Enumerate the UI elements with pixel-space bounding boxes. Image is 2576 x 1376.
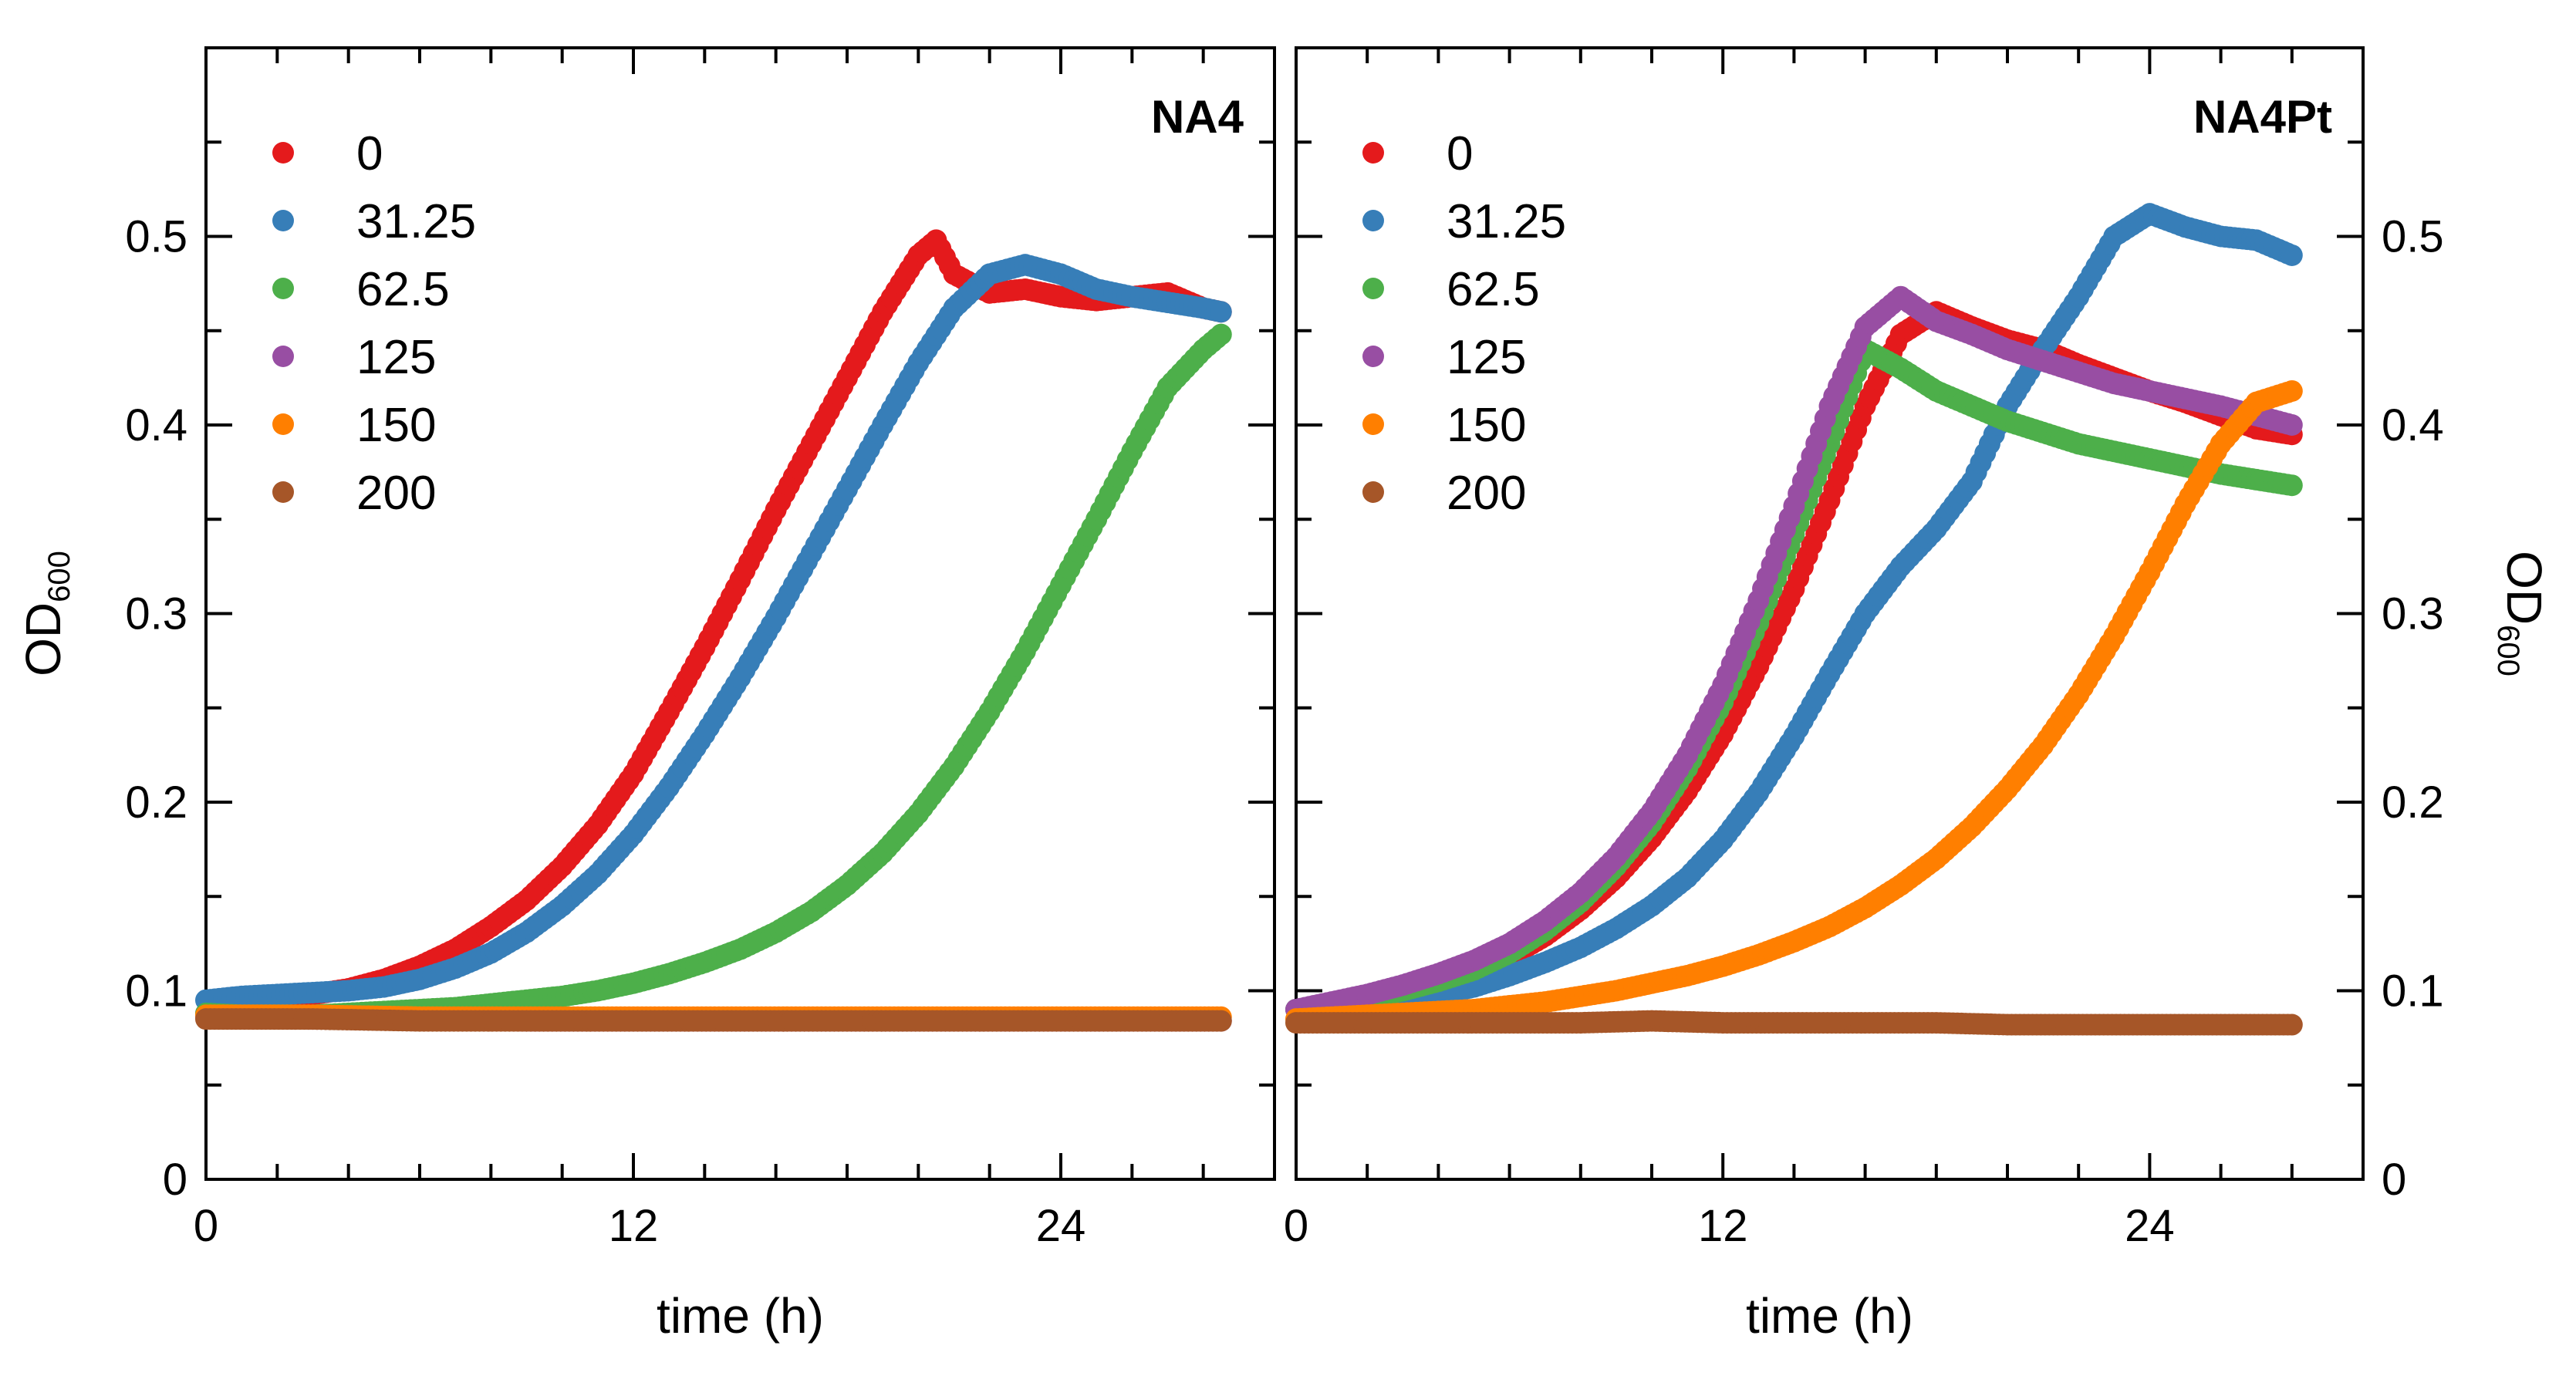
legend-marker bbox=[1362, 481, 1384, 503]
legend-marker bbox=[1362, 142, 1384, 164]
y-axis-label: OD600 bbox=[2491, 551, 2552, 676]
y-tick-label: 0.3 bbox=[2382, 589, 2444, 639]
data-points bbox=[1285, 203, 2303, 1036]
x-tick-label: 0 bbox=[1284, 1201, 1308, 1251]
legend-marker bbox=[272, 278, 294, 299]
x-axis-label: time (h) bbox=[1746, 1288, 1913, 1344]
x-axis-label: time (h) bbox=[657, 1288, 824, 1344]
series-31.25 bbox=[195, 254, 1232, 1011]
legend-label: 150 bbox=[356, 399, 436, 452]
y-tick-label: 0.5 bbox=[2382, 212, 2444, 262]
y-tick-label: 0.5 bbox=[125, 212, 187, 262]
legend-marker bbox=[1362, 413, 1384, 435]
y-tick-label: 0.4 bbox=[125, 400, 187, 450]
series-0 bbox=[1285, 301, 2303, 1020]
x-tick-label: 12 bbox=[1698, 1201, 1748, 1251]
legend-marker bbox=[1362, 278, 1384, 299]
data-points bbox=[195, 229, 1232, 1032]
legend-label: 62.5 bbox=[1447, 263, 1540, 316]
series-62.5 bbox=[195, 323, 1232, 1027]
data-point bbox=[1210, 301, 1232, 323]
y-tick-label: 0.2 bbox=[2382, 777, 2444, 828]
series-200 bbox=[195, 1008, 1232, 1032]
x-tick-label: 24 bbox=[2125, 1201, 2175, 1251]
legend-marker bbox=[1362, 346, 1384, 367]
legend-label: 0 bbox=[1447, 127, 1473, 180]
legend-label: 200 bbox=[1447, 467, 1526, 520]
y-tick-label: 0.1 bbox=[2382, 966, 2444, 1017]
y-tick-label: 0 bbox=[2382, 1155, 2406, 1205]
legend-label: 62.5 bbox=[356, 263, 450, 316]
series-62.5 bbox=[1285, 339, 2303, 1020]
legend-label: 150 bbox=[1447, 399, 1526, 452]
data-point bbox=[2281, 474, 2303, 497]
x-tick-label: 0 bbox=[194, 1201, 218, 1251]
legend: 0 31.25 62.5 125 150 200 bbox=[272, 127, 476, 520]
legend: 0 31.25 62.5 125 150 200 bbox=[1362, 127, 1566, 520]
data-point bbox=[2281, 244, 2303, 266]
panel-na4pt: 0 12 24 0 0.1 0.2 0.3 0.4 0.5 time (h) OD600 NA4Pt 0… bbox=[1284, 46, 2552, 1344]
y-axis-label-main: OD bbox=[2497, 551, 2552, 625]
legend-marker bbox=[272, 142, 294, 164]
data-point bbox=[2281, 414, 2303, 436]
y-axis-label-subscript: 600 bbox=[42, 551, 76, 602]
legend-label: 0 bbox=[356, 127, 383, 180]
series-200 bbox=[1285, 1010, 2303, 1036]
data-point bbox=[1210, 323, 1232, 346]
panel-title: NA4 bbox=[1151, 91, 1244, 143]
series-31.25 bbox=[1285, 203, 2303, 1020]
y-axis-label-main: OD bbox=[15, 602, 71, 676]
legend-label: 125 bbox=[1447, 331, 1526, 384]
y-axis-label-subscript: 600 bbox=[2491, 625, 2525, 676]
y-tick-label: 0 bbox=[163, 1155, 187, 1205]
legend-label: 200 bbox=[356, 467, 436, 520]
data-point bbox=[1210, 1010, 1232, 1032]
y-tick-label: 0.3 bbox=[125, 589, 187, 639]
y-tick-label: 0.2 bbox=[125, 777, 187, 828]
data-point bbox=[2281, 379, 2303, 402]
series-125 bbox=[1285, 285, 2303, 1020]
legend-marker bbox=[1362, 210, 1384, 231]
y-tick-label: 0.4 bbox=[2382, 400, 2444, 450]
legend-marker bbox=[272, 210, 294, 231]
x-tick-label: 24 bbox=[1036, 1201, 1086, 1251]
y-axis-label: OD600 bbox=[15, 551, 76, 676]
y-tick-label: 0.1 bbox=[125, 966, 187, 1017]
data-point bbox=[2281, 1013, 2303, 1036]
series-0 bbox=[195, 229, 1232, 1024]
legend-label: 125 bbox=[356, 331, 436, 384]
legend-marker bbox=[272, 413, 294, 435]
legend-label: 31.25 bbox=[356, 195, 476, 248]
legend-marker bbox=[272, 346, 294, 367]
legend-marker bbox=[272, 481, 294, 503]
x-tick-label: 12 bbox=[609, 1201, 659, 1251]
panel-na4: 0 12 24 0 0.1 0.2 0.3 0.4 0.5 time (h) OD600 NA4 0 31… bbox=[15, 46, 1276, 1344]
panel-title: NA4Pt bbox=[2193, 91, 2332, 143]
legend-label: 31.25 bbox=[1447, 195, 1566, 248]
